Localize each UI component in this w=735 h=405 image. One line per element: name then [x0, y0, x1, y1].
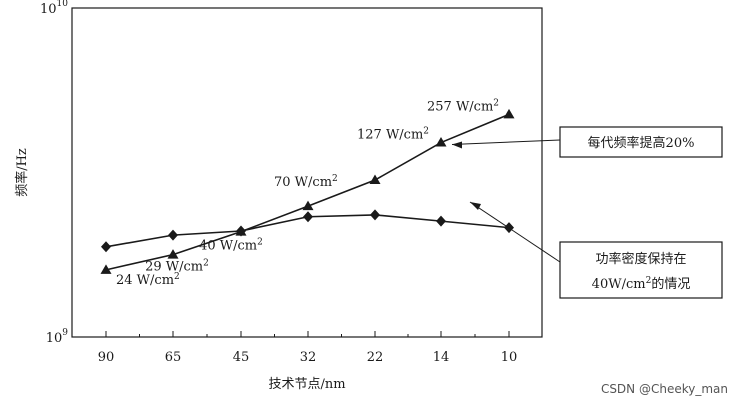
diamond-marker [370, 209, 380, 221]
watermark: CSDN @Cheeky_man [601, 382, 728, 396]
power-density-label: 24 W/cm2 [116, 272, 180, 288]
x-tick-label: 45 [233, 350, 250, 365]
diamond-marker [101, 241, 111, 253]
power-density-label: 40 W/cm2 [199, 238, 263, 254]
diamond-marker [303, 211, 313, 223]
y-axis-title: 频率/Hz [14, 148, 30, 197]
power-density-label: 29 W/cm2 [145, 259, 209, 275]
diamond-marker [436, 215, 446, 227]
series-layer [100, 108, 515, 274]
callout-box-frequency [559, 126, 723, 158]
triangle-marker [100, 264, 112, 274]
power-density-label: 127 W/cm2 [357, 127, 429, 143]
x-tick-label: 32 [300, 350, 317, 365]
callout-text-frequency: 每代频率提高20% [588, 135, 695, 151]
x-tick-label: 10 [501, 350, 518, 365]
y-tick-label: 109 [46, 328, 69, 346]
x-tick-label: 14 [433, 350, 450, 365]
callout-text-power-2: 40W/cm2的情况 [592, 276, 691, 292]
callout-arrow-power [469, 201, 561, 263]
triangle-marker [435, 137, 447, 147]
label-layer: 90 65 45 32 22 14 10 109 1010 技术节点/nm 频率/Hz 24 W/cm… [14, 0, 723, 392]
triangle-marker [369, 174, 381, 185]
x-tick-label: 22 [367, 350, 384, 365]
plot-border [71, 7, 543, 338]
y-tick-label: 1010 [40, 0, 68, 17]
diamond-marker [236, 225, 246, 237]
power-density-label: 257 W/cm2 [427, 98, 499, 114]
triangle-marker [302, 200, 314, 211]
callout-arrow-frequency [451, 139, 561, 146]
callout-text-power-1: 功率密度保持在 [595, 251, 686, 267]
series-line [105, 113, 510, 271]
arrowhead [452, 141, 462, 149]
callout-box-power [559, 241, 723, 299]
plot-frame [71, 7, 543, 338]
triangle-marker [167, 249, 179, 259]
x-axis-title: 技术节点/nm [268, 377, 345, 392]
power-density-label: 70 W/cm2 [274, 174, 338, 190]
diamond-marker [168, 229, 178, 241]
triangle-marker [503, 108, 515, 119]
x-tick-label: 65 [165, 350, 182, 365]
x-tick-label: 90 [98, 350, 115, 365]
arrowhead [470, 202, 481, 210]
